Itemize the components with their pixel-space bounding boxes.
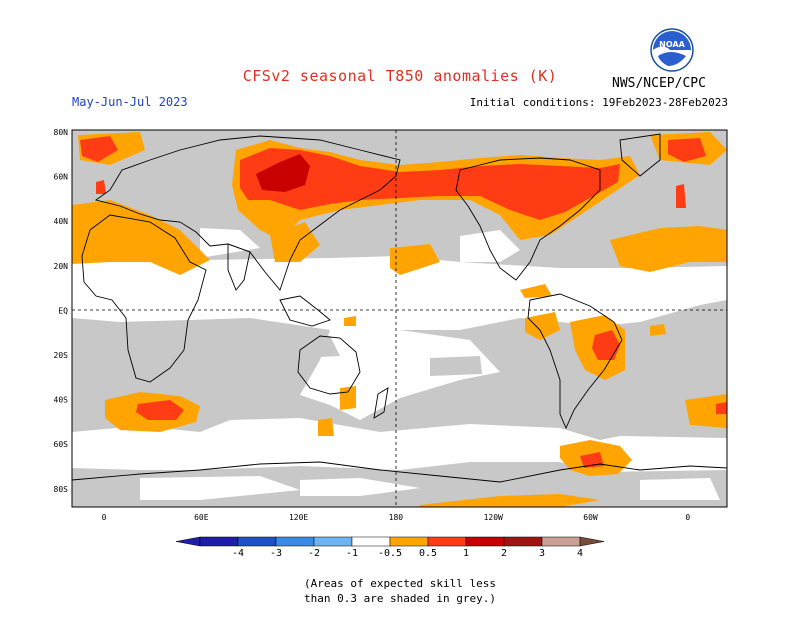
lat-label-20n: 20N	[54, 262, 69, 271]
lon-label-2: 120E	[289, 513, 308, 522]
colorbar-segment-9	[541, 536, 581, 547]
colorbar-tick-7: 2	[501, 548, 507, 559]
colorbar-segment-5	[389, 536, 429, 547]
lon-label-1: 60E	[194, 513, 209, 522]
tropical-skill-band	[72, 256, 727, 330]
skill-footnote: (Areas of expected skill less than 0.3 a…	[0, 576, 800, 606]
lat-label-40s: 40S	[54, 396, 69, 405]
agency-label: NWS/NCEP/CPC	[612, 76, 706, 91]
lat-label-60n: 60N	[54, 173, 69, 182]
footnote-line-1: (Areas of expected skill less	[303, 577, 497, 590]
colorbar-tick-5: 0.5	[419, 548, 437, 559]
colorbar-tick-8: 3	[539, 548, 545, 559]
lat-label-80s: 80S	[54, 485, 69, 494]
colorbar-tick-6: 1	[463, 548, 469, 559]
lon-label-3: 180	[389, 513, 404, 522]
colorbar-tick-3: -1	[346, 548, 358, 559]
lat-label-80n: 80N	[54, 128, 69, 137]
lon-label-0: 0	[102, 513, 107, 522]
footnote-line-2: than 0.3 are shaded in grey.)	[303, 592, 497, 605]
initial-conditions: Initial conditions: 19Feb2023-28Feb2023	[469, 96, 728, 109]
colorbar-segment-1	[237, 536, 277, 547]
colorbar-segment-7	[465, 536, 505, 547]
colorbar-tick-9: 4	[577, 548, 583, 559]
anomaly-positive-strong	[256, 154, 310, 192]
anomaly-positive-medium	[80, 136, 727, 468]
map-title: CFSv2 seasonal T850 anomalies (K)	[242, 67, 558, 85]
lon-label-4: 120W	[484, 513, 503, 522]
colorbar-max-arrow	[579, 536, 605, 547]
colorbar-tick-0: -4	[232, 548, 244, 559]
colorbar: -4 -3 -2 -1 -0.5 0.5 1 2 3 4	[175, 536, 605, 559]
lat-label-60s: 60S	[54, 440, 69, 449]
lat-label-eq: EQ	[58, 306, 68, 315]
latitude-labels: 80N 60N 40N 20N EQ 20S 40S 60S 80S	[54, 128, 69, 494]
colorbar-min-arrow	[175, 536, 201, 547]
colorbar-segment-0	[199, 536, 239, 547]
svg-text:NOAA: NOAA	[659, 40, 685, 49]
colorbar-tick-1: -3	[270, 548, 282, 559]
longitude-labels: 0 60E 120E 180 120W 60W 0	[102, 513, 691, 522]
lon-label-6: 0	[685, 513, 690, 522]
colorbar-segment-2	[275, 536, 315, 547]
season-label: May-Jun-Jul 2023	[72, 95, 188, 109]
colorbar-segment-4	[351, 536, 391, 547]
noaa-logo-icon: NOAA	[650, 28, 694, 72]
colorbar-tick-2: -2	[308, 548, 320, 559]
colorbar-segment-6	[427, 536, 467, 547]
colorbar-tick-4: -0.5	[378, 548, 402, 559]
lat-label-40n: 40N	[54, 217, 69, 226]
lon-label-5: 60W	[583, 513, 598, 522]
lat-label-20s: 20S	[54, 351, 69, 360]
coastlines	[72, 133, 727, 483]
colorbar-segment-8	[503, 536, 543, 547]
colorbar-segment-3	[313, 536, 353, 547]
